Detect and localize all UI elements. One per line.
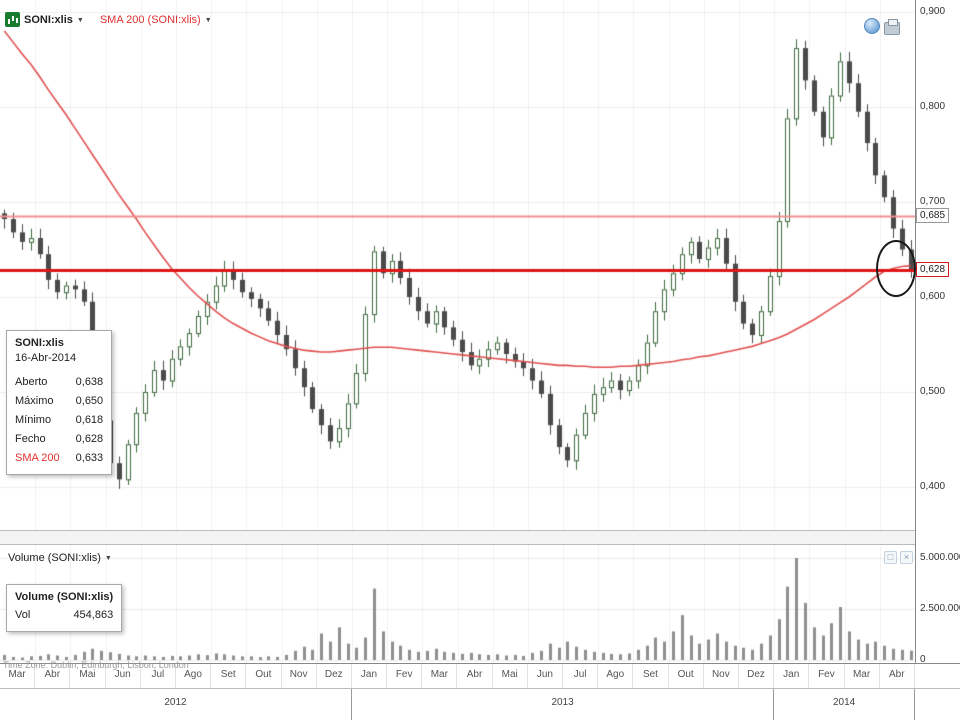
x-axis-month-label: Set xyxy=(211,664,247,688)
price-tooltip: SONI:xlis 16-Abr-2014 Aberto 0,638 Máxim… xyxy=(6,330,113,475)
x-axis-month-label: Out xyxy=(246,664,282,688)
x-axis-month-label: Dez xyxy=(739,664,775,688)
price-level-label-0685[interactable]: 0,685 xyxy=(916,208,950,223)
price-tooltip-row: Máximo 0,650 xyxy=(15,392,103,411)
low-label: Mínimo xyxy=(15,414,52,426)
x-axis-month-label: Jul xyxy=(563,664,599,688)
ellipse-annotation[interactable] xyxy=(876,240,916,297)
volume-axis-tick: 0 xyxy=(920,654,926,665)
price-axis[interactable]: 0,900 0,800 0,700 0,600 0,500 0,400 5.000.000 2… xyxy=(915,0,960,665)
x-axis-month-label: Mar xyxy=(845,664,880,688)
x-axis-year-label: 2013 xyxy=(352,689,775,720)
volume-axis-tick: 5.000.000 xyxy=(920,552,960,563)
x-axis-month-label: Abr xyxy=(457,664,493,688)
x-axis-year-label: 2014 xyxy=(774,689,915,720)
price-axis-tick: 0,700 xyxy=(920,195,946,207)
volume-tooltip: Volume (SONI:xlis) Vol 454,863 xyxy=(6,584,123,632)
printer-icon[interactable] xyxy=(884,19,900,35)
timezone-status: Time Zone: Dublin, Edinburgh, Lisbon, Lo… xyxy=(3,660,189,670)
x-axis-month-label: Abr xyxy=(35,664,71,688)
price-axis-tick: 0,800 xyxy=(920,100,946,112)
price-axis-tick: 0,600 xyxy=(920,290,946,302)
x-axis-month-label: Ago xyxy=(598,664,634,688)
price-axis-tick: 0,400 xyxy=(920,480,946,492)
x-axis-month-label: Dez xyxy=(317,664,352,688)
x-axis-month-label: Jun xyxy=(106,664,141,688)
panel-maximize-icon[interactable]: □ xyxy=(884,551,897,564)
x-axis-month-label: Jan xyxy=(774,664,810,688)
chart-settings-icon[interactable] xyxy=(864,18,880,34)
x-axis-month-label: Jan xyxy=(352,664,388,688)
x-axis-month-label: Mar xyxy=(0,664,36,688)
volume-tooltip-title: Volume (SONI:xlis) xyxy=(15,591,114,603)
x-axis-month-label: Mai xyxy=(493,664,528,688)
volume-axis-tick: 2.500.000 xyxy=(920,603,960,614)
panel-splitter[interactable] xyxy=(0,530,960,545)
sma-label: SMA 200 xyxy=(15,452,60,464)
x-axis-month-label: Nov xyxy=(704,664,739,688)
price-tooltip-title: SONI:xlis xyxy=(15,337,64,349)
price-tooltip-row: Fecho 0,628 xyxy=(15,430,103,449)
x-axis-month-label: Jul xyxy=(141,664,176,688)
sma-value: 0,633 xyxy=(75,452,104,464)
x-axis-month-label: Ago xyxy=(176,664,212,688)
chart-toolbar xyxy=(864,18,900,35)
x-axis-month-label: Set xyxy=(633,664,669,688)
close-label: Fecho xyxy=(15,433,46,445)
volume-chart-canvas[interactable] xyxy=(0,545,915,663)
x-axis-month-label: Out xyxy=(669,664,704,688)
volume-panel-label: Volume (SONI:xlis) xyxy=(8,552,101,564)
volume-tooltip-row: Vol 454,863 xyxy=(15,606,113,625)
price-tooltip-row: Mínimo 0,618 xyxy=(15,411,103,430)
close-value: 0,628 xyxy=(75,433,104,445)
x-axis-months[interactable]: Mar Abr Mai Jun Jul Ago Set Out Nov Dez Jan Fev Mar A… xyxy=(0,663,960,688)
vol-label: Vol xyxy=(15,609,31,621)
volume-panel-selector[interactable]: Volume (SONI:xlis) ▼ xyxy=(8,552,112,564)
vol-value: 454,863 xyxy=(73,609,114,621)
sma-indicator-label: SMA 200 (SONI:xlis) xyxy=(99,13,201,26)
open-value: 0,638 xyxy=(75,376,104,388)
x-axis-month-label: Fev xyxy=(387,664,423,688)
sma-indicator-selector[interactable]: SMA 200 (SONI:xlis) ▼ xyxy=(100,14,212,26)
x-axis-month-label: Mai xyxy=(70,664,106,688)
open-label: Aberto xyxy=(15,376,48,388)
chevron-down-icon: ▼ xyxy=(204,16,212,24)
x-axis-year-label: 2012 xyxy=(0,689,352,720)
chevron-down-icon: ▼ xyxy=(76,16,84,24)
symbol-selector[interactable]: SONI:xlis ▼ SMA 200 (SONI:xlis) ▼ xyxy=(5,12,212,27)
x-axis-month-label: Fev xyxy=(809,664,845,688)
x-axis-month-label: Abr xyxy=(880,664,915,688)
price-tooltip-date: 16-Abr-2014 xyxy=(15,352,77,364)
instrument-icon xyxy=(5,12,20,27)
x-axis-month-label: Mar xyxy=(422,664,458,688)
x-axis-month-label: Jun xyxy=(528,664,563,688)
chevron-down-icon: ▼ xyxy=(104,555,112,562)
high-label: Máximo xyxy=(15,395,54,407)
x-axis-years[interactable]: 2012 2013 2014 xyxy=(0,688,960,720)
high-value: 0,650 xyxy=(75,395,104,407)
main-chart-canvas[interactable] xyxy=(0,0,915,530)
price-level-label-0628[interactable]: 0,628 xyxy=(916,262,950,277)
x-axis-month-label: Nov xyxy=(282,664,317,688)
low-value: 0,618 xyxy=(75,414,104,426)
panel-close-icon[interactable]: × xyxy=(900,551,913,564)
volume-panel-controls: □ × xyxy=(884,551,913,564)
price-tooltip-row: SMA 200 0,633 xyxy=(15,449,103,468)
price-axis-tick: 0,900 xyxy=(920,5,946,17)
price-tooltip-row: Aberto 0,638 xyxy=(15,373,103,392)
symbol-label: SONI:xlis xyxy=(24,13,73,26)
price-axis-tick: 0,500 xyxy=(920,385,946,397)
